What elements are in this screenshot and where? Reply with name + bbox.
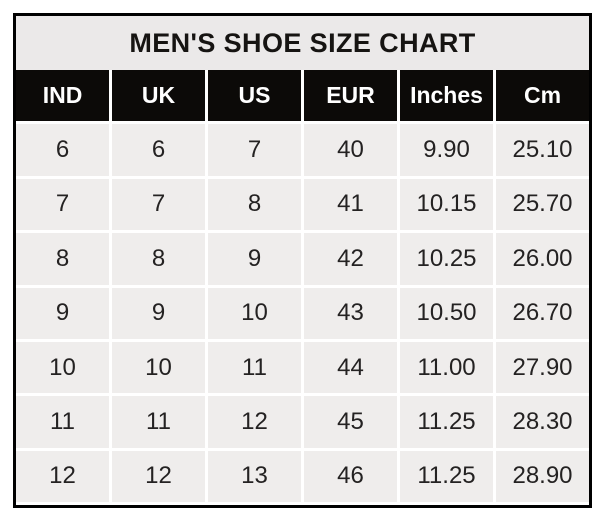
- table-cell: 11: [208, 341, 301, 394]
- table-cell: 28.90: [496, 450, 589, 502]
- table-cell: 7: [112, 178, 205, 231]
- shoe-size-chart-table: MEN'S SHOE SIZE CHART IND UK US EUR Inches Cm…: [13, 13, 592, 508]
- table-cell: 6: [16, 124, 109, 176]
- table-cell: 46: [304, 450, 397, 502]
- column-header-uk: UK: [112, 70, 205, 122]
- table-cell: 10: [112, 341, 205, 394]
- size-table-grid: IND UK US EUR Inches Cm 6 6 7 40 9.90 25.10 7 7 8 41 10.…: [16, 70, 589, 505]
- table-cell: 40: [304, 124, 397, 176]
- table-cell: 8: [112, 233, 205, 285]
- table-cell: 26.00: [496, 233, 589, 285]
- table-cell: 28.30: [496, 396, 589, 448]
- table-cell: 10: [16, 341, 109, 394]
- table-cell: 10.50: [400, 287, 493, 339]
- table-cell: 26.70: [496, 287, 589, 339]
- table-cell: 41: [304, 178, 397, 231]
- table-cell: 13: [208, 450, 301, 502]
- table-cell: 12: [208, 396, 301, 448]
- table-cell: 43: [304, 287, 397, 339]
- table-cell: 8: [16, 233, 109, 285]
- table-cell: 11.25: [400, 396, 493, 448]
- table-cell: 9: [208, 233, 301, 285]
- table-cell: 7: [208, 124, 301, 176]
- table-cell: 6: [112, 124, 205, 176]
- column-header-us: US: [208, 70, 301, 122]
- table-cell: 10.25: [400, 233, 493, 285]
- table-cell: 12: [112, 450, 205, 502]
- table-cell: 25.10: [496, 124, 589, 176]
- table-cell: 27.90: [496, 341, 589, 394]
- table-cell: 10: [208, 287, 301, 339]
- column-header-eur: EUR: [304, 70, 397, 122]
- table-cell: 42: [304, 233, 397, 285]
- table-cell: 25.70: [496, 178, 589, 231]
- table-cell: 10.15: [400, 178, 493, 231]
- column-header-cm: Cm: [496, 70, 589, 122]
- table-cell: 11: [112, 396, 205, 448]
- table-cell: 9: [112, 287, 205, 339]
- table-cell: 8: [208, 178, 301, 231]
- chart-title: MEN'S SHOE SIZE CHART: [16, 16, 589, 70]
- table-cell: 11.00: [400, 341, 493, 394]
- table-cell: 11: [16, 396, 109, 448]
- table-cell: 7: [16, 178, 109, 231]
- table-cell: 44: [304, 341, 397, 394]
- table-cell: 9: [16, 287, 109, 339]
- table-cell: 12: [16, 450, 109, 502]
- column-header-ind: IND: [16, 70, 109, 122]
- table-cell: 9.90: [400, 124, 493, 176]
- table-cell: 45: [304, 396, 397, 448]
- table-cell: 11.25: [400, 450, 493, 502]
- column-header-inches: Inches: [400, 70, 493, 122]
